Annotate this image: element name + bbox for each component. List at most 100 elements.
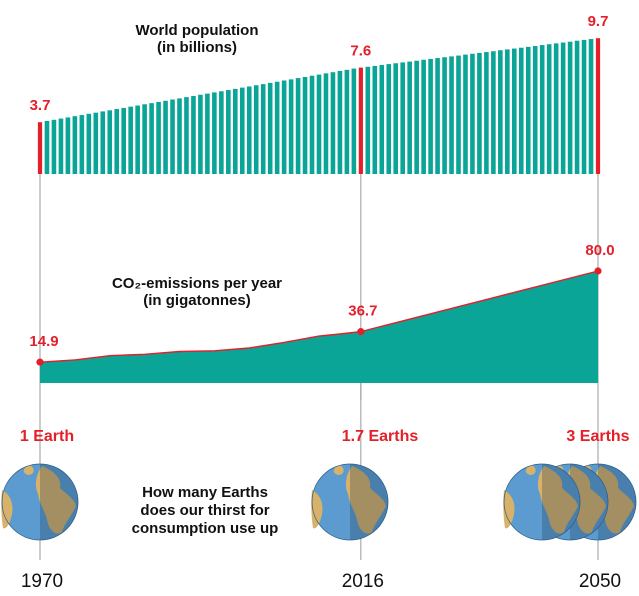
bar [184,97,189,174]
bar [274,81,280,174]
bar [316,74,322,174]
bar [351,68,357,174]
bar [288,79,294,174]
bar [128,106,133,174]
bar [505,49,510,174]
bar [491,51,496,174]
x-tick-label: 2050 [579,571,621,592]
bar [484,52,489,175]
bar [365,66,371,174]
bar [553,43,559,174]
bar [546,44,552,174]
caption-line: How many Earths [142,484,268,501]
bar [44,120,50,174]
bar [93,112,99,174]
bar [219,91,224,174]
chart-title: World population [135,22,258,39]
bar [428,58,433,174]
bar [295,78,301,174]
area [40,271,598,383]
bar [518,47,524,174]
bar [323,73,329,174]
bar [477,52,482,174]
earth-globe [502,463,581,541]
caption-line: consumption use up [132,520,279,537]
bar [114,109,120,174]
bar [512,48,517,175]
bar [407,61,412,174]
bar [539,45,545,175]
earth-label: 1 Earth [20,428,74,445]
bar [212,92,217,174]
bar [37,122,43,174]
point [357,328,365,336]
earth-label: 3 Earths [566,428,629,445]
bar [253,85,259,174]
bar [330,72,336,174]
bar [100,111,106,174]
bar [260,84,266,174]
bar [588,39,594,174]
bar [72,116,78,174]
chart-subtitle: (in gigatonnes) [143,292,251,309]
value-label: 7.6 [350,43,371,60]
bar [595,38,601,175]
globes-layer [0,463,637,541]
bar [309,75,315,174]
bar [58,118,64,174]
earth-globe [310,463,389,541]
earth-globe [0,463,79,541]
bar [358,67,363,174]
bar [372,65,378,174]
bar [281,80,287,174]
bar [560,42,566,174]
bar [149,103,154,174]
bar [574,40,580,174]
bar [421,59,426,175]
bar [226,90,231,174]
bar [456,55,461,175]
caption-line: does our thirst for [140,502,269,519]
bar [156,101,161,174]
bar [121,107,126,174]
text-layer: How many Earths does our thirst for cons… [20,13,630,592]
bar [337,70,343,174]
chart-title: CO₂-emissions per year [112,275,282,292]
bar [51,119,57,174]
bar [191,96,196,174]
value-label: 3.7 [30,97,51,114]
chart-subtitle: (in billions) [157,39,237,56]
bar [233,88,238,174]
bar [567,41,573,175]
bar [435,58,440,174]
bar [86,113,92,174]
bar [449,56,454,174]
bar [302,76,308,174]
bar [79,115,85,174]
bar [170,99,175,174]
bar [498,50,503,174]
bar [205,93,210,174]
area-line [39,270,599,363]
value-label: 14.9 [29,333,58,350]
value-label: 80.0 [585,242,614,259]
bar [344,69,350,174]
bar [400,62,405,174]
bar [532,46,538,174]
bar [463,54,468,174]
bar [163,100,168,174]
x-tick-label: 2016 [342,571,384,592]
point [36,358,44,366]
bar [525,46,531,174]
bar [379,64,385,174]
bar [386,64,392,174]
bar [198,94,203,174]
bar [470,53,475,174]
bar [65,117,71,174]
point [594,267,602,275]
bar [142,104,147,174]
bar [246,86,252,174]
bar [107,110,113,174]
